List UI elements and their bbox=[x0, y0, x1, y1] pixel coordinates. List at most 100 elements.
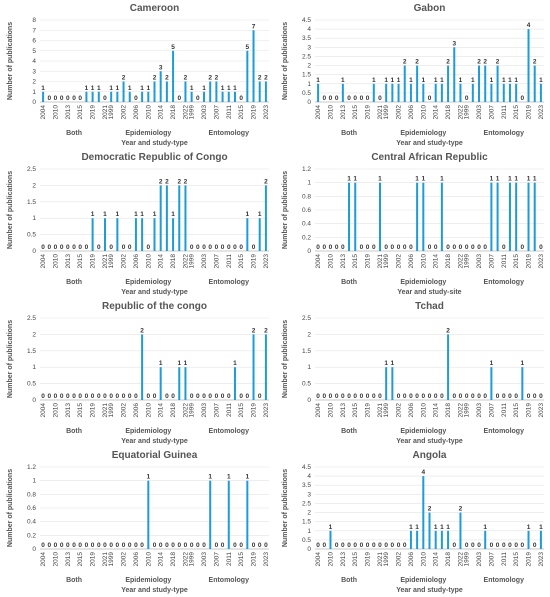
y-tick-label: 0.2 bbox=[27, 532, 36, 539]
x-tick-label: 2015 bbox=[77, 552, 84, 567]
data-label: 0 bbox=[372, 244, 376, 251]
data-label: 0 bbox=[208, 393, 212, 400]
x-tick-label: 2002 bbox=[396, 552, 403, 567]
data-label: 0 bbox=[233, 542, 237, 549]
y-tick-label: 4 bbox=[307, 26, 311, 33]
data-label: 0 bbox=[452, 244, 456, 251]
data-label: 1 bbox=[258, 211, 262, 218]
data-label: 0 bbox=[190, 393, 194, 400]
data-label: 0 bbox=[508, 393, 512, 400]
data-label: 2 bbox=[403, 59, 407, 66]
chart-title: Equatorial Guinea bbox=[112, 450, 198, 461]
data-label: 0 bbox=[483, 244, 487, 251]
group-label: Both bbox=[341, 577, 357, 584]
y-tick-label: 0 bbox=[307, 99, 311, 106]
bar bbox=[110, 91, 113, 102]
data-label: 0 bbox=[128, 393, 132, 400]
y-axis-label: Number of publications bbox=[282, 320, 289, 398]
data-label: 2 bbox=[415, 59, 419, 66]
data-label: 2 bbox=[177, 178, 181, 185]
data-label: 0 bbox=[329, 393, 333, 400]
data-label: 2 bbox=[252, 327, 256, 334]
group-label: Epidemiology bbox=[400, 130, 446, 137]
x-tick-label: 2019 bbox=[526, 254, 533, 269]
bar bbox=[233, 91, 236, 102]
data-label: 1 bbox=[329, 524, 333, 531]
data-label: 1 bbox=[109, 85, 113, 92]
bar bbox=[141, 334, 144, 400]
data-label: 0 bbox=[252, 244, 256, 251]
x-tick-label: 2019 bbox=[251, 403, 258, 418]
y-tick-label: 4.5 bbox=[302, 464, 311, 471]
data-label: 0 bbox=[221, 244, 225, 251]
bar bbox=[178, 185, 181, 251]
data-label: 0 bbox=[477, 393, 481, 400]
bar bbox=[453, 47, 456, 102]
x-tick-label: 2002 bbox=[396, 403, 403, 418]
data-label: 1 bbox=[85, 85, 89, 92]
x-tick-label: 2023 bbox=[263, 254, 270, 269]
x-tick-label: 2002 bbox=[396, 105, 403, 120]
x-tick-label: 1999 bbox=[108, 254, 115, 269]
x-tick-label: 2021 bbox=[377, 105, 384, 120]
x-tick-label: 2003 bbox=[476, 105, 483, 120]
x-tick-label: 1999 bbox=[464, 552, 471, 567]
x-tick-label: 2014 bbox=[433, 552, 440, 567]
data-label: 0 bbox=[239, 95, 243, 102]
x-tick-label: 2002 bbox=[396, 254, 403, 269]
x-tick-label: 2010 bbox=[52, 403, 59, 418]
x-tick-label: 2007 bbox=[488, 254, 495, 269]
y-tick-label: 6 bbox=[32, 38, 36, 45]
bar bbox=[416, 530, 419, 549]
bar bbox=[184, 185, 187, 251]
data-label: 0 bbox=[378, 95, 382, 102]
data-label: 0 bbox=[353, 542, 357, 549]
data-label: 0 bbox=[316, 393, 320, 400]
bar bbox=[184, 367, 187, 400]
group-label: Entomology bbox=[209, 428, 250, 435]
x-tick-label: 2021 bbox=[102, 254, 109, 269]
data-label: 2 bbox=[533, 59, 537, 66]
x-tick-label: 2004 bbox=[40, 552, 47, 567]
bar bbox=[159, 185, 162, 251]
x-tick-label: 2019 bbox=[526, 552, 533, 567]
y-tick-label: 1.5 bbox=[27, 199, 36, 206]
x-tick-label: 1999 bbox=[464, 254, 471, 269]
y-tick-label: 1 bbox=[32, 89, 36, 96]
data-label: 0 bbox=[335, 542, 339, 549]
x-axis-label: Year and study-type bbox=[396, 587, 463, 594]
data-label: 0 bbox=[190, 542, 194, 549]
data-label: 0 bbox=[353, 393, 357, 400]
bar bbox=[496, 65, 499, 102]
data-label: 0 bbox=[60, 393, 64, 400]
data-label: 0 bbox=[514, 542, 518, 549]
data-label: 2 bbox=[446, 327, 450, 334]
x-tick-label: 2019 bbox=[90, 552, 97, 567]
data-label: 0 bbox=[446, 244, 450, 251]
x-tick-label: 2021 bbox=[102, 105, 109, 120]
bar bbox=[329, 530, 332, 549]
x-tick-label: 1999 bbox=[464, 403, 471, 418]
data-label: 1 bbox=[508, 77, 512, 84]
data-label: 0 bbox=[366, 393, 370, 400]
group-label: Epidemiology bbox=[125, 428, 171, 435]
bar bbox=[490, 367, 493, 400]
group-label: Epidemiology bbox=[400, 279, 446, 286]
data-label: 0 bbox=[196, 542, 200, 549]
data-label: 0 bbox=[521, 244, 525, 251]
bar bbox=[141, 91, 144, 102]
data-label: 0 bbox=[465, 542, 469, 549]
y-tick-label: 1 bbox=[32, 478, 36, 485]
data-label: 0 bbox=[134, 542, 138, 549]
y-tick-label: 1.5 bbox=[27, 348, 36, 355]
x-tick-label: 2018 bbox=[170, 105, 177, 120]
bar bbox=[252, 334, 255, 400]
data-label: 0 bbox=[116, 393, 120, 400]
data-label: 0 bbox=[391, 244, 395, 251]
data-label: 1 bbox=[391, 360, 395, 367]
x-tick-label: 2019 bbox=[251, 254, 258, 269]
x-tick-label: 2015 bbox=[77, 254, 84, 269]
x-tick-label: 2015 bbox=[513, 403, 520, 418]
x-tick-label: 1999 bbox=[108, 105, 115, 120]
data-label: 0 bbox=[60, 95, 64, 102]
